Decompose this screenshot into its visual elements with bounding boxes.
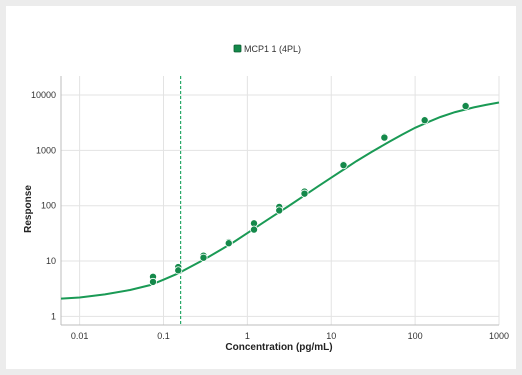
legend[interactable]: MCP1 1 (4PL): [233, 44, 301, 54]
legend-swatch: [233, 44, 242, 53]
x-tick-label: 1: [245, 331, 250, 341]
data-point: [250, 225, 259, 234]
x-tick-label: 100: [408, 331, 423, 341]
data-point: [300, 189, 309, 198]
y-tick-label: 10: [46, 256, 56, 266]
x-tick-label: 0.01: [71, 331, 89, 341]
fit-curve-group: [60, 101, 500, 300]
y-tick-label: 1000: [36, 145, 56, 155]
response-curve-chart: 0.01 0.1 1 10 100 1000 1 10 100 1000 10000 MCP1 1 …: [23, 44, 509, 353]
data-point: [149, 277, 158, 286]
x-axis-title: Concentration (pg/mL): [225, 342, 332, 353]
y-tick-label: 1: [51, 311, 56, 321]
legend-label: MCP1 1 (4PL): [244, 44, 301, 54]
x-tick-label: 1000: [489, 331, 509, 341]
x-tick-label: 10: [326, 331, 336, 341]
data-points: [149, 101, 470, 286]
fit-curve: [60, 101, 500, 300]
y-axis-title: Response: [23, 185, 34, 233]
data-point: [461, 102, 470, 111]
tick-labels: 0.01 0.1 1 10 100 1000 1 10 100 1000 10000: [31, 90, 509, 341]
y-tick-label: 100: [41, 201, 56, 211]
data-point: [339, 161, 348, 170]
data-point: [199, 253, 208, 262]
data-point: [420, 116, 429, 125]
chart-panel: 0.01 0.1 1 10 100 1000 1 10 100 1000 10000 MCP1 1 …: [6, 6, 516, 369]
x-tick-label: 0.1: [157, 331, 170, 341]
data-point: [380, 133, 389, 142]
data-point: [174, 266, 183, 275]
data-point: [224, 239, 233, 248]
data-point: [275, 206, 284, 215]
y-tick-label: 10000: [31, 90, 56, 100]
axes: [60, 76, 499, 326]
grid: [61, 76, 500, 325]
